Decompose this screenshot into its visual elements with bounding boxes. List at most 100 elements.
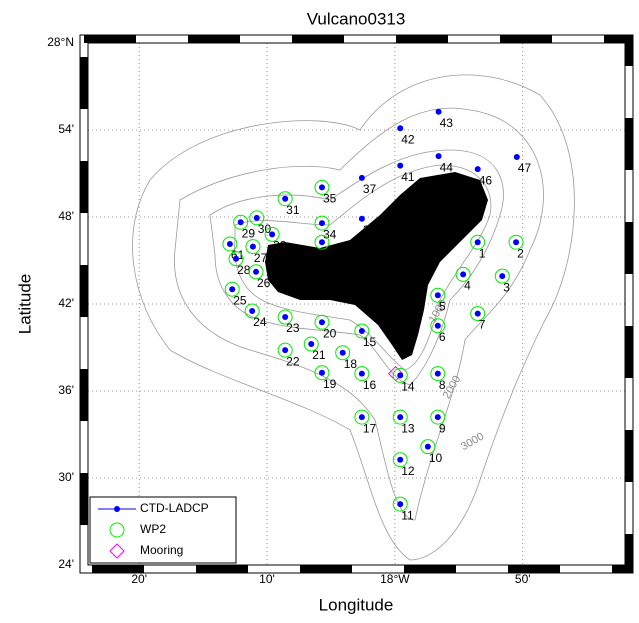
ctd-station: [397, 456, 404, 463]
wp2-ring: [508, 234, 524, 250]
ctd-station: [434, 292, 441, 299]
wp2-ring: [392, 409, 408, 425]
station-label: 21: [312, 348, 326, 362]
ctd-station: [474, 239, 481, 246]
wp2-ring: [228, 251, 244, 267]
wp2-ring: [335, 345, 351, 361]
wp2-ring: [430, 366, 446, 382]
ctd-station: [397, 372, 404, 379]
wp2-ring: [354, 323, 370, 339]
ctd-station: [397, 501, 404, 508]
ctd-station: [249, 243, 256, 250]
station-label: 22: [286, 354, 300, 368]
y-tick-label: 28°N: [47, 35, 74, 49]
ctd-station: [269, 231, 276, 238]
legend-label: CTD-LADCP: [140, 501, 209, 515]
station-label: 18: [344, 357, 358, 371]
wp2-ring: [314, 215, 330, 231]
frame-outer: [79, 34, 634, 574]
wp2-ring: [392, 367, 408, 383]
x-tick-label: 50': [515, 572, 531, 586]
legend-label: Mooring: [140, 543, 183, 557]
y-tick-label: 48': [58, 209, 74, 223]
ctd-station: [253, 214, 260, 221]
station-label: 41: [401, 170, 415, 184]
ctd-station: [435, 153, 442, 160]
ctd-station: [474, 310, 481, 317]
wp2-ring: [277, 309, 293, 325]
station-label: 25: [233, 293, 247, 307]
ctd-station: [339, 349, 346, 356]
station-label: 14: [401, 380, 415, 394]
station-label: 26: [257, 276, 271, 290]
x-axis-label: Longitude: [319, 595, 394, 614]
legend-marker: [109, 522, 125, 538]
station-label: 23: [286, 321, 300, 335]
wp2-ring: [222, 236, 238, 252]
x-tick-label: 10': [259, 572, 275, 586]
ctd-station: [358, 327, 365, 334]
station-label: 5: [439, 299, 446, 313]
station-label: 19: [323, 377, 337, 391]
wp2-ring: [244, 303, 260, 319]
y-axis-label: Latitude: [15, 274, 34, 335]
y-tick-label: 30': [58, 470, 74, 484]
station-label: 34: [323, 227, 337, 241]
wp2-ring: [494, 268, 510, 284]
ctd-station: [308, 341, 315, 348]
wp2-ring: [354, 366, 370, 382]
station-label: 12: [401, 464, 415, 478]
wp2-ring: [314, 314, 330, 330]
y-tick-label: 36': [58, 383, 74, 397]
wp2-ring: [354, 409, 370, 425]
station-label: 3: [503, 280, 510, 294]
station-label: 43: [440, 116, 454, 130]
wp2-ring: [470, 306, 486, 322]
wp2-ring: [455, 266, 471, 282]
x-tick-label: 18°W: [380, 572, 410, 586]
station-label: 11: [401, 508, 414, 522]
ctd-station: [226, 240, 233, 247]
ctd-station: [434, 370, 441, 377]
ctd-station: [424, 443, 431, 450]
ctd-station: [253, 268, 260, 275]
ctd-station: [282, 314, 289, 321]
ctd-station: [318, 220, 325, 227]
legend-marker: [114, 506, 120, 512]
station-label: 16: [363, 378, 377, 392]
station-label: 7: [479, 318, 486, 332]
wp2-ring: [392, 496, 408, 512]
ctd-station: [229, 286, 236, 293]
legend: CTD-LADCP WP2 Mooring: [89, 496, 237, 564]
station-label: 6: [439, 330, 446, 344]
station-label: 10: [429, 451, 443, 465]
station-label: 46: [479, 173, 493, 187]
station-label: 20: [323, 326, 337, 340]
ctd-station: [397, 125, 404, 132]
ctd-station: [513, 239, 520, 246]
ctd-station: [358, 174, 365, 181]
station-label: 15: [363, 335, 377, 349]
wp2-ring: [277, 342, 293, 358]
wp2-ring: [277, 191, 293, 207]
station-label: 2: [517, 246, 524, 260]
contour: [209, 149, 504, 386]
station-label: 32: [273, 239, 287, 253]
legend-marker: [109, 543, 125, 559]
ctd-station: [318, 239, 325, 246]
chart-title: Vulcano0313: [307, 9, 406, 28]
ctd-station: [513, 153, 520, 160]
ctd-station: [434, 414, 441, 421]
ctd-station: [397, 414, 404, 421]
wp2-ring: [224, 281, 240, 297]
station-label: 27: [254, 251, 268, 265]
station-label: 17: [363, 421, 377, 435]
ctd-station: [435, 108, 442, 115]
y-tick-label: 24': [58, 557, 74, 571]
wp2-ring: [470, 234, 486, 250]
ctd-station: [358, 414, 365, 421]
y-tick-label: 42': [58, 296, 74, 310]
station-label: 29: [242, 226, 256, 240]
